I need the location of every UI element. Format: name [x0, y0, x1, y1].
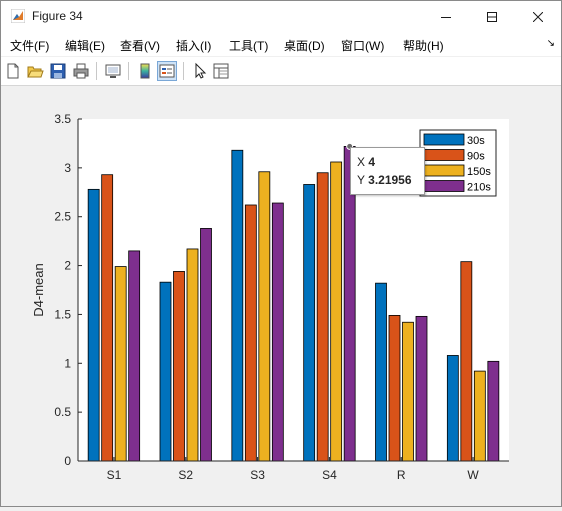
legend-label: 210s [467, 182, 491, 194]
bar-R-30s [375, 282, 387, 462]
insert-legend-icon[interactable] [157, 61, 177, 81]
open-file-icon[interactable] [26, 62, 44, 80]
bar-S2-150s [186, 248, 199, 462]
menu-tools[interactable]: 工具(T) [229, 39, 269, 53]
y-tick-label: 2 [64, 259, 71, 273]
x-tick-label: S1 [107, 468, 122, 482]
bar-S2-30s [159, 281, 172, 462]
bar-R-210s [415, 315, 428, 462]
x-tick-label: S2 [178, 468, 193, 482]
bar-W-90s [460, 261, 473, 462]
menu-overflow-icon[interactable]: ↘ [546, 38, 555, 49]
bar-S3-30s [231, 149, 244, 462]
maximize-button[interactable] [469, 1, 515, 33]
bar-S2-210s [200, 228, 212, 462]
datatip-x-label: X [357, 155, 366, 169]
minimize-window-icon [441, 17, 451, 18]
bar-S1-210s [128, 250, 141, 462]
bar-W-210s [487, 360, 500, 462]
menu-bar: 文件(F) 编辑(E) 查看(V) 插入(I) 工具(T) 桌面(D) 窗口(W… [1, 33, 561, 56]
legend-label: 30s [467, 135, 485, 147]
save-icon[interactable] [49, 62, 67, 80]
close-icon [533, 12, 543, 22]
window-title: Figure 34 [32, 9, 83, 23]
minimize-button[interactable] [469, 1, 515, 33]
insert-colorbar-icon[interactable] [136, 62, 154, 80]
figure-toolbar [1, 57, 561, 86]
new-figure-icon[interactable] [4, 62, 22, 80]
menu-insert[interactable]: 插入(I) [176, 39, 212, 53]
x-tick-label: S3 [250, 468, 265, 482]
datatip-y-value: 3.21956 [368, 173, 412, 187]
y-tick-label: 2.5 [54, 210, 71, 224]
bar-W-30s [446, 355, 459, 462]
menu-edit[interactable]: 编辑(E) [65, 39, 105, 53]
y-tick-label: 3.5 [54, 112, 71, 126]
x-tick-label: S4 [322, 468, 337, 482]
x-tick-label: W [467, 468, 479, 482]
legend-label: 150s [467, 166, 491, 178]
bar-S4-30s [303, 184, 316, 462]
toolbar-separator [128, 62, 129, 80]
bar-S2-90s [173, 271, 185, 462]
bar-R-150s [402, 321, 414, 462]
y-tick-label: 0.5 [54, 405, 71, 419]
menu-file[interactable]: 文件(F) [10, 39, 50, 53]
bar-W-150s [473, 370, 486, 462]
bar-S1-30s [87, 188, 100, 462]
close-button[interactable] [515, 1, 561, 33]
minimize-icon [487, 16, 497, 18]
y-tick-label: 0 [64, 454, 71, 468]
y-tick-label: 3 [64, 161, 71, 175]
menu-desktop[interactable]: 桌面(D) [284, 39, 325, 53]
datatip-y-label: Y [357, 173, 365, 187]
legend-label: 90s [467, 151, 485, 163]
legend-swatch [423, 149, 465, 161]
y-axis-label: D4-mean [31, 263, 46, 316]
bar-S1-150s [114, 266, 127, 462]
property-inspector-icon[interactable] [212, 62, 230, 80]
bar-S1-90s [101, 174, 114, 462]
menu-window[interactable]: 窗口(W) [341, 39, 385, 53]
x-tick-label: R [397, 468, 406, 482]
bar-S4-90s [316, 172, 329, 462]
minimize-window-button[interactable] [423, 1, 469, 33]
bar-S3-90s [244, 204, 257, 462]
print-icon[interactable] [72, 62, 90, 80]
datatip-x-value: 4 [368, 155, 376, 169]
legend-swatch [423, 180, 465, 192]
bar-S4-150s [330, 161, 343, 462]
data-tip[interactable]: X 4 Y 3.21956 [350, 147, 425, 195]
bar-S3-210s [271, 202, 284, 462]
title-bar[interactable]: Figure 34 [1, 1, 561, 33]
edit-plot-icon[interactable] [191, 62, 209, 80]
figure-canvas: 0 0.5 1 1.5 2 2.5 3 3.5 S1 S2 S3 S4 R W D4-mean 30s 90s 1… [1, 86, 561, 506]
bar-R-90s [388, 315, 401, 462]
toolbar-separator [183, 62, 184, 80]
y-tick-label: 1 [64, 356, 71, 370]
toolbar-separator [96, 62, 97, 80]
maximize-icon [487, 12, 497, 22]
menu-view[interactable]: 查看(V) [120, 39, 160, 53]
legend-swatch [423, 133, 465, 146]
bar-chart[interactable]: 0 0.5 1 1.5 2 2.5 3 3.5 S1 S2 S3 S4 R W D4-mean 30s 90s 1… [1, 86, 561, 506]
matlab-icon [11, 9, 25, 23]
link-plot-icon[interactable] [104, 62, 122, 80]
legend-swatch [423, 164, 465, 177]
y-tick-label: 1.5 [54, 307, 71, 321]
bar-S3-150s [258, 171, 271, 462]
menu-help[interactable]: 帮助(H) [403, 39, 444, 53]
